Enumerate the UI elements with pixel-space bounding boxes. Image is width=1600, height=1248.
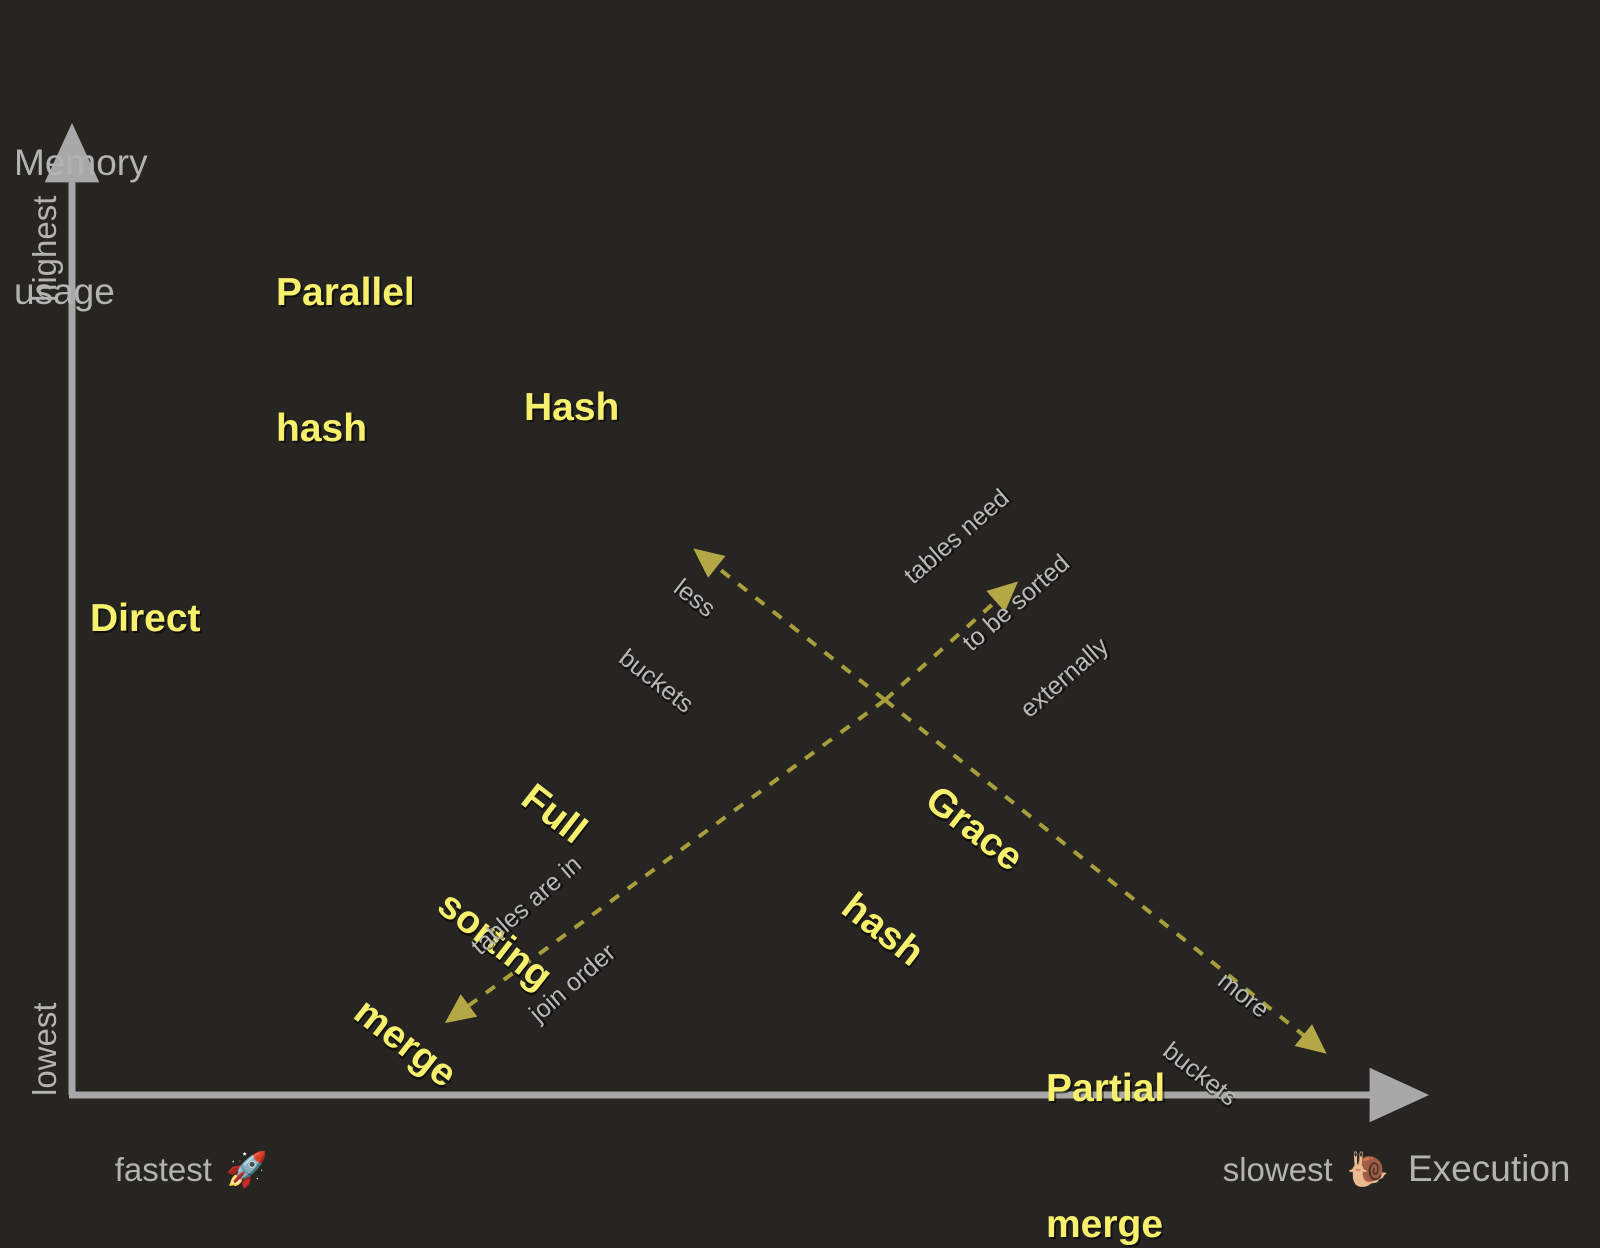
- y-axis-title: Memory usage: [14, 56, 148, 399]
- rocket-icon: 🚀: [225, 1151, 269, 1190]
- method-parallel-hash: Parallel hash: [276, 180, 415, 542]
- annotation-more-buckets-line2: buckets: [1157, 1036, 1244, 1112]
- annotation-sorted-externally-line1: tables need: [898, 483, 1015, 590]
- method-grace-hash-line2: hash: [833, 885, 932, 975]
- annotation-more-buckets-line1: more: [1212, 966, 1275, 1024]
- annotation-sorted-externally-line2: to be sorted: [956, 548, 1075, 657]
- y-axis-title-line2: usage: [14, 270, 115, 312]
- y-axis-lowest-label: lowest: [26, 1002, 63, 1096]
- method-grace-hash-line1: Grace: [917, 778, 1031, 881]
- x-axis-slowest-label: slowest 🐌: [1186, 1113, 1389, 1228]
- method-full-sorting-merge-line3: merge: [346, 989, 465, 1096]
- annotation-less-buckets-line1: less: [668, 573, 721, 623]
- snail-icon: 🐌: [1346, 1151, 1390, 1190]
- x-axis-fastest-label: fastest 🚀: [78, 1113, 269, 1228]
- y-axis-title-line1: Memory: [14, 141, 148, 183]
- method-hash: Hash: [524, 386, 620, 429]
- method-partial-merge-line1: Partial: [1046, 1067, 1166, 1111]
- method-parallel-hash-line1: Parallel: [276, 271, 415, 315]
- sorting-diagonal-arrow-2: [883, 581, 1019, 702]
- annotation-sorted-externally-line3: externally: [1014, 631, 1114, 724]
- buckets-diagonal-arrow-2: [883, 698, 1327, 1054]
- x-axis-slowest-text: slowest: [1222, 1151, 1333, 1189]
- method-direct: Direct: [90, 597, 201, 640]
- buckets-diagonal-arrow: [693, 548, 887, 702]
- annotation-join-order-line2: join order: [523, 937, 621, 1028]
- x-axis-title: Execution time: [1408, 1062, 1571, 1248]
- method-parallel-hash-line2: hash: [276, 407, 368, 451]
- annotation-less-buckets-line2: buckets: [613, 643, 700, 719]
- method-partial-merge: Partial merge: [1046, 976, 1165, 1248]
- x-axis-fastest-text: fastest: [114, 1151, 212, 1189]
- y-axis-highest-label: highest: [26, 195, 63, 302]
- method-partial-merge-line2: merge: [1046, 1203, 1164, 1247]
- annotation-join-order-line1: tables are in: [465, 850, 587, 961]
- x-axis-title-line1: Execution: [1408, 1147, 1571, 1189]
